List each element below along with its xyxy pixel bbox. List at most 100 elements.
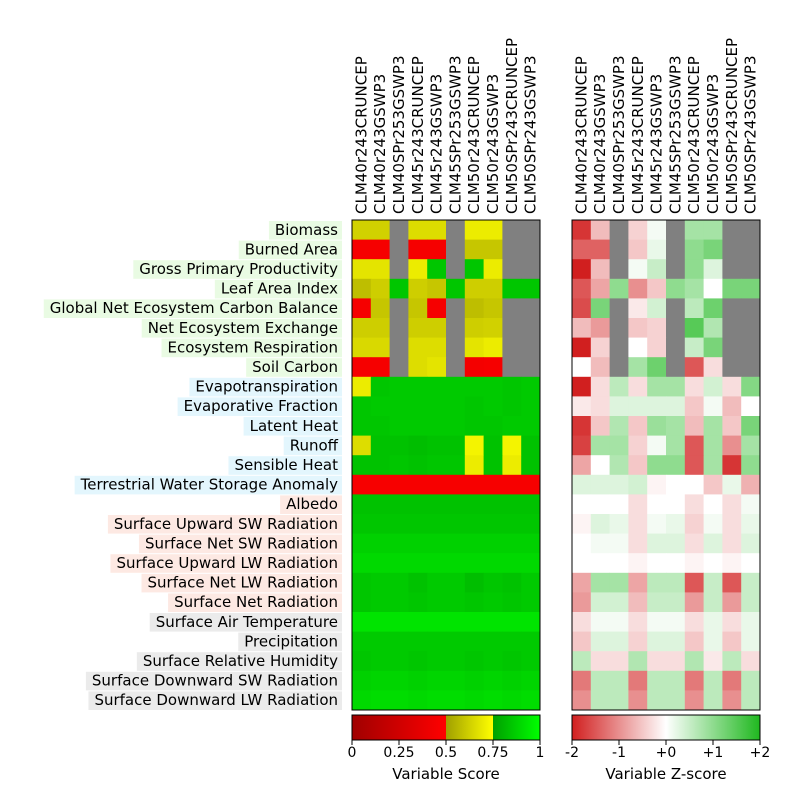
score-cell	[389, 435, 409, 456]
zscore-cell	[590, 474, 610, 495]
score-cell	[483, 572, 503, 593]
score-cell	[352, 631, 372, 652]
score-cell	[427, 220, 447, 240]
zscore-cell	[666, 494, 686, 515]
score-cell	[408, 259, 428, 280]
zscore-cell	[741, 337, 761, 358]
score-cell	[502, 455, 522, 476]
score-cell	[389, 396, 409, 417]
score-cell	[427, 357, 447, 378]
score-cell	[446, 494, 466, 515]
zscore-cell	[628, 514, 648, 534]
zscore-cell	[666, 455, 686, 476]
zscore-colorbar-tick-label: -1	[612, 745, 626, 761]
zscore-cell	[609, 220, 629, 240]
score-cell	[427, 318, 447, 338]
score-cell	[483, 376, 503, 397]
zscore-cell	[684, 416, 704, 436]
score-cell	[427, 278, 447, 299]
zscore-cell	[703, 651, 723, 672]
score-colorbar-tick-label: 0.5	[435, 745, 457, 761]
zscore-cell	[703, 337, 723, 358]
zscore-cell	[703, 494, 723, 515]
zscore-cell	[628, 533, 648, 554]
zscore-cell	[722, 612, 742, 632]
score-cell	[408, 220, 428, 240]
zscore-cell	[647, 239, 667, 260]
score-cell	[389, 337, 409, 358]
score-cell	[464, 690, 484, 711]
zscore-cell	[628, 435, 648, 456]
model-label: CLM45r243CRUNCEP	[409, 56, 427, 214]
variable-label-background	[110, 554, 342, 573]
score-cell	[446, 474, 466, 495]
zscore-cell	[666, 259, 686, 280]
score-cell	[427, 435, 447, 456]
score-cell	[464, 612, 484, 632]
score-cell	[521, 494, 541, 515]
zscore-cell	[647, 259, 667, 280]
zscore-cell	[628, 298, 648, 319]
zscore-cell	[684, 631, 704, 652]
score-cell	[352, 259, 372, 280]
zscore-cell	[722, 318, 742, 338]
zscore-cell	[590, 396, 610, 417]
zscore-cell	[628, 259, 648, 280]
variable-label: Surface Downward LW Radiation	[94, 691, 338, 709]
zscore-cell	[628, 690, 648, 711]
zscore-cell	[572, 416, 592, 436]
variable-label-background	[141, 573, 342, 593]
zscore-cell	[590, 220, 610, 240]
score-cell	[502, 396, 522, 417]
zscore-cell	[590, 318, 610, 338]
score-cell	[389, 592, 409, 613]
score-cell	[464, 298, 484, 319]
score-cell	[502, 670, 522, 691]
score-cell	[427, 474, 447, 495]
model-label: CLM40r243GSWP3	[591, 74, 609, 214]
score-cell	[502, 318, 522, 338]
score-cell	[483, 612, 503, 632]
zscore-cell	[722, 298, 742, 319]
zscore-cell	[572, 494, 592, 515]
model-label: CLM45r243CRUNCEP	[629, 56, 647, 214]
score-cell	[502, 278, 522, 299]
zscore-cell	[590, 533, 610, 554]
zscore-cell	[722, 376, 742, 397]
score-cell	[370, 651, 390, 672]
zscore-cell	[647, 278, 667, 299]
zscore-cell	[647, 337, 667, 358]
score-cell	[389, 651, 409, 672]
model-label: CLM50r243GSWP3	[484, 74, 502, 214]
score-cell	[446, 572, 466, 593]
zscore-cell	[628, 651, 648, 672]
zscore-cell	[647, 396, 667, 417]
zscore-colorbar	[571, 714, 761, 741]
score-cell	[370, 259, 390, 280]
score-cell	[464, 474, 484, 495]
score-cell	[408, 357, 428, 378]
variable-label: Net Ecosystem Exchange	[148, 319, 338, 337]
zscore-cell	[647, 553, 667, 574]
zscore-cell	[703, 376, 723, 397]
score-cell	[370, 337, 390, 358]
zscore-cell	[741, 455, 761, 476]
score-cell	[408, 396, 428, 417]
score-cell	[352, 533, 372, 554]
zscore-cell	[703, 357, 723, 378]
variable-label: Surface Relative Humidity	[143, 652, 338, 670]
variable-label: Evapotranspiration	[195, 378, 338, 396]
score-cell	[502, 337, 522, 358]
zscore-cell	[647, 592, 667, 613]
score-cell	[446, 259, 466, 280]
zscore-cell	[609, 435, 629, 456]
zscore-cell	[722, 553, 742, 574]
score-cell	[370, 318, 390, 338]
zscore-cell	[666, 220, 686, 240]
score-cell	[352, 670, 372, 691]
score-cell	[408, 592, 428, 613]
score-cell	[464, 533, 484, 554]
score-cell	[483, 670, 503, 691]
zscore-cell	[628, 494, 648, 515]
variable-label: Biomass	[275, 221, 338, 239]
